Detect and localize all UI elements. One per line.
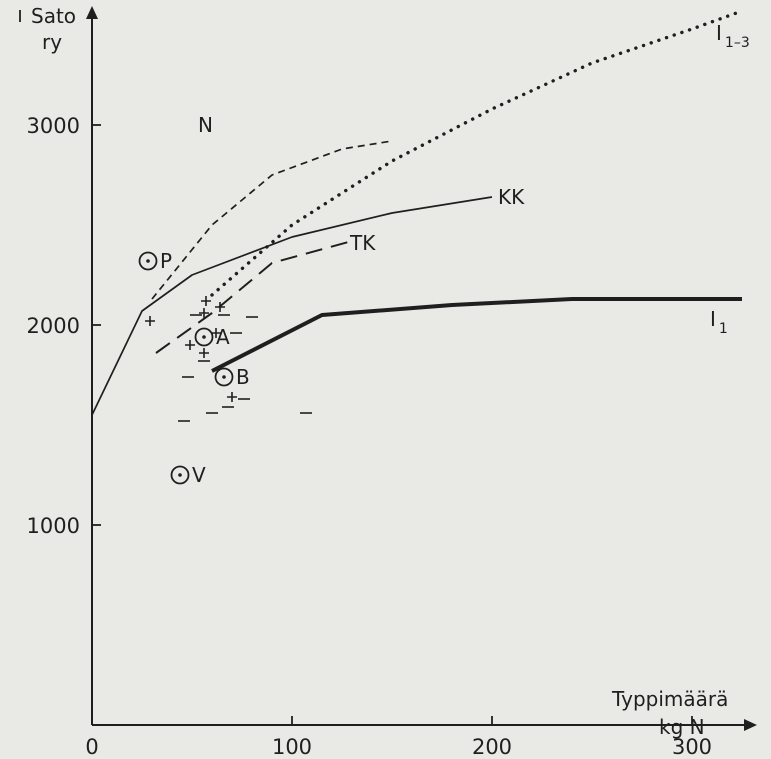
series-line-long-dash <box>155 240 353 354</box>
y-axis-title-line2: ry <box>42 30 62 54</box>
circled-point-label: P <box>160 249 172 273</box>
plus-marker <box>145 316 155 326</box>
series-label: I 1–3 <box>716 21 750 51</box>
x-tick-label: 0 <box>85 735 98 759</box>
circled-point <box>170 465 190 485</box>
circled-point-label: A <box>216 325 230 349</box>
plus-marker <box>201 296 211 306</box>
series-label: TK <box>349 231 376 255</box>
plus-marker <box>215 302 225 312</box>
circled-point <box>138 251 158 271</box>
plus-marker <box>227 392 237 402</box>
series-line-solid-thick <box>211 297 742 373</box>
circled-point <box>194 327 214 347</box>
axes <box>19 6 757 731</box>
x-tick-label: 200 <box>472 735 512 759</box>
y-tick-label: 1000 <box>27 514 80 538</box>
circled-point-dot <box>202 335 206 339</box>
circled-point <box>214 367 234 387</box>
axis-ticks: 0 100 200 300 1000 2000 3000 <box>27 114 713 759</box>
series-line-solid-thin <box>91 196 493 416</box>
circled-point-label: B <box>236 365 250 389</box>
y-axis-title-line1: Sato <box>31 4 76 28</box>
series-label: N <box>198 113 213 137</box>
x-tick-label: 300 <box>672 735 712 759</box>
circled-point-dot <box>178 473 182 477</box>
series-line-dotted <box>210 9 744 297</box>
series-curves: N KK TK I 1 I 1–3 <box>91 9 750 416</box>
x-tick-label: 100 <box>272 735 312 759</box>
data-markers: P AB V <box>138 249 312 487</box>
y-tick-label: 3000 <box>27 114 80 138</box>
plus-marker <box>199 348 209 358</box>
x-axis-title-line1: Typpimäärä <box>611 687 728 711</box>
plus-marker <box>211 328 221 338</box>
circled-point-dot <box>222 375 226 379</box>
plus-marker <box>185 340 195 350</box>
series-line-dashed <box>151 140 393 300</box>
y-tick-label: 2000 <box>27 314 80 338</box>
y-axis-arrowhead <box>86 6 98 19</box>
plus-marker <box>199 308 209 318</box>
circled-point-dot <box>146 259 150 263</box>
series-label: KK <box>498 185 525 209</box>
circled-point-label: V <box>192 463 206 487</box>
x-axis-title-line2: kg N <box>659 715 705 739</box>
x-axis-arrowhead <box>744 719 757 731</box>
